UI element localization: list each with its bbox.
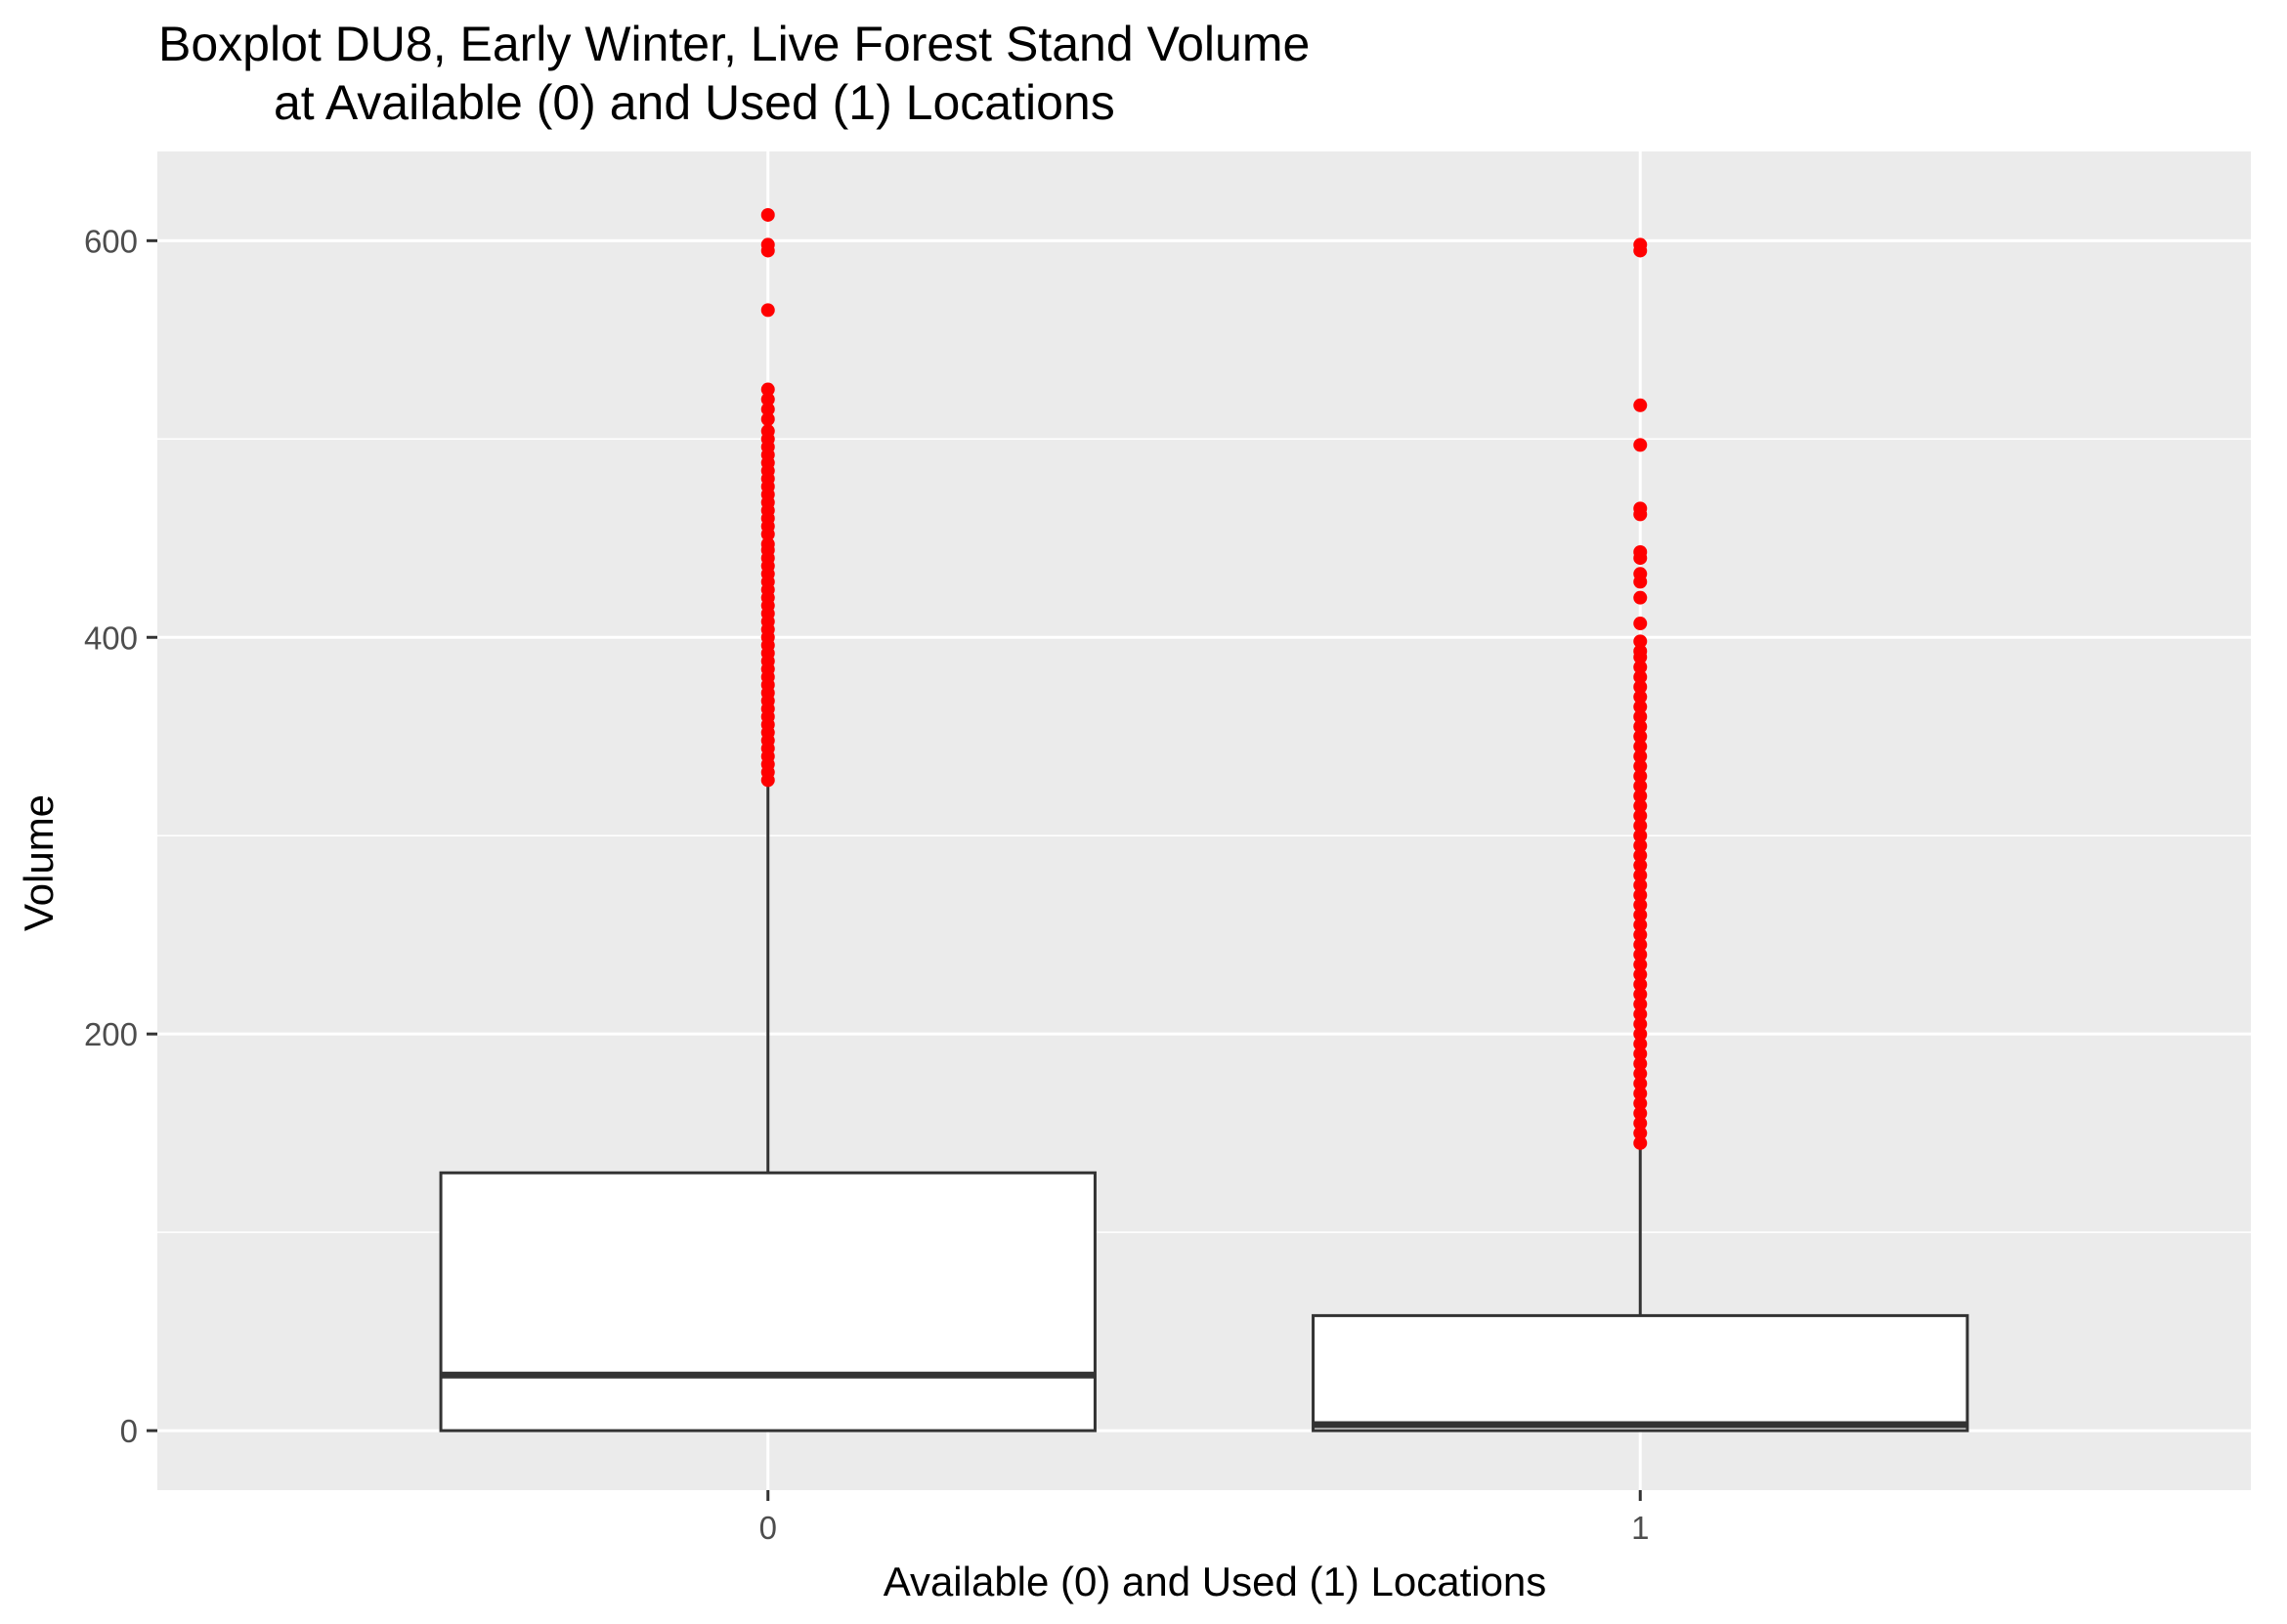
outlier-point <box>1633 237 1648 252</box>
outlier-point <box>1633 779 1648 793</box>
outlier-point <box>760 392 775 406</box>
outlier-point <box>1633 660 1648 674</box>
outlier-point <box>1633 729 1648 744</box>
outlier-point <box>760 382 775 397</box>
y-axis-title: Volume <box>16 794 62 931</box>
outlier-point <box>1633 898 1648 913</box>
outlier-point <box>1633 1047 1648 1061</box>
outlier-point <box>1633 749 1648 764</box>
outlier-point <box>1633 634 1648 649</box>
y-tick-label: 600 <box>84 223 138 259</box>
x-tick-label: 0 <box>759 1510 777 1546</box>
outlier-point <box>1633 719 1648 734</box>
outlier-point <box>1633 908 1648 922</box>
outlier-point <box>1633 958 1648 972</box>
outlier-point <box>1633 700 1648 714</box>
outlier-point <box>1633 868 1648 882</box>
box-iqr <box>1312 1313 1969 1432</box>
outlier-point <box>1633 997 1648 1011</box>
outlier-point <box>1633 690 1648 705</box>
outlier-point <box>760 412 775 426</box>
outlier-point <box>1633 987 1648 1002</box>
outlier-point <box>1633 1135 1648 1150</box>
outlier-point <box>1633 398 1648 412</box>
outlier-point <box>1633 858 1648 873</box>
outlier-point <box>1633 967 1648 982</box>
outlier-point <box>1633 769 1648 784</box>
outlier-point <box>1633 877 1648 892</box>
outlier-point <box>1633 888 1648 903</box>
outlier-point <box>1633 759 1648 774</box>
outlier-point <box>1633 1006 1648 1021</box>
outlier-point <box>1633 1116 1648 1131</box>
outlier-point <box>1633 927 1648 942</box>
box-group-0 <box>439 207 1097 1432</box>
outlier-point <box>760 303 775 318</box>
outlier-point <box>1633 838 1648 853</box>
outlier-point <box>1633 617 1648 631</box>
x-axis-title: Available (0) and Used (1) Locations <box>884 1559 1547 1604</box>
outlier-point <box>1633 739 1648 753</box>
chart-title-line-2: at Available (0) and Used (1) Locations <box>274 75 1115 130</box>
chart-title-line-1: Boxplot DU8, Early Winter, Live Forest S… <box>158 17 1310 71</box>
outlier-point <box>1633 1037 1648 1051</box>
outlier-point <box>1633 1126 1648 1140</box>
outlier-point <box>1633 567 1648 581</box>
outlier-point <box>1633 1027 1648 1042</box>
outlier-point <box>1633 948 1648 962</box>
y-tick-label: 400 <box>84 620 138 656</box>
outlier-point <box>1633 918 1648 932</box>
outlier-point <box>760 424 775 439</box>
box-group-1 <box>1312 237 1969 1432</box>
y-tick-label: 200 <box>84 1016 138 1052</box>
outlier-point <box>1633 937 1648 952</box>
outlier-point <box>1633 1056 1648 1071</box>
box-iqr <box>439 1171 1097 1432</box>
outlier-point <box>1633 544 1648 559</box>
outlier-point <box>1633 644 1648 659</box>
outlier-point <box>760 207 775 222</box>
outlier-point <box>1633 680 1648 694</box>
outlier-point <box>1633 819 1648 833</box>
outlier-point <box>760 237 775 252</box>
outlier-point <box>760 402 775 416</box>
outlier-point <box>1633 501 1648 516</box>
outlier-point <box>760 536 775 551</box>
y-tick-label: 0 <box>120 1413 138 1449</box>
outlier-point <box>1633 669 1648 684</box>
y-axis: 0 200 400 600 <box>84 223 157 1449</box>
outlier-point <box>1633 1106 1648 1121</box>
outlier-point <box>1633 438 1648 452</box>
outlier-point <box>1633 808 1648 823</box>
outlier-point <box>1633 1076 1648 1090</box>
outlier-point <box>1633 798 1648 813</box>
x-tick-label: 1 <box>1631 1510 1649 1546</box>
outlier-point <box>1633 1066 1648 1081</box>
outlier-point <box>1633 1017 1648 1032</box>
outlier-point <box>1633 1096 1648 1111</box>
outlier-point <box>1633 977 1648 992</box>
boxes <box>439 207 1969 1432</box>
outlier-point <box>1633 848 1648 863</box>
outlier-point <box>1633 590 1648 605</box>
outlier-point <box>1633 709 1648 724</box>
outlier-point <box>1633 789 1648 803</box>
outlier-point <box>1633 1087 1648 1101</box>
outlier-point <box>1633 829 1648 843</box>
